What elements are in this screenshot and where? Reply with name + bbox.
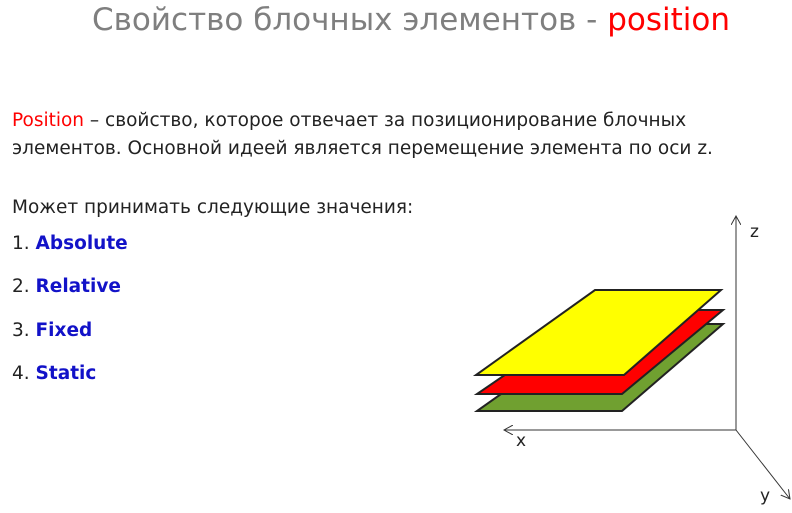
slide-title: Свойство блочных элементов - position [0, 0, 792, 40]
z-axis-label: z [750, 222, 759, 242]
slide-title-main: Свойство блочных элементов - [92, 2, 608, 38]
y-axis-label: y [760, 486, 770, 506]
slide-title-accent: position [607, 2, 730, 38]
list-item: 3. Fixed [12, 317, 128, 360]
list-item-number: 1. [12, 233, 30, 254]
intro-line2-text: элементов. Основной идеей является перем… [12, 138, 713, 159]
list-item-number: 4. [12, 362, 30, 384]
intro-term: Position [12, 110, 85, 131]
intro-line1-text: – свойство, которое отвечает за позицион… [84, 110, 687, 131]
list-item: 2. Relative [12, 273, 128, 316]
list-item: 4. Static [12, 360, 128, 403]
list-item-value: Relative [35, 276, 121, 298]
list-item-number: 3. [12, 319, 30, 341]
list-item-value: Absolute [35, 233, 128, 254]
top-layer [472, 289, 724, 376]
list-item: 1. Absolute [12, 230, 128, 273]
list-item-value: Static [35, 362, 97, 384]
list-item-value: Fixed [35, 319, 93, 341]
list-item-number: 2. [12, 276, 30, 298]
values-heading: Может принимать следующие значения: [12, 197, 414, 218]
values-list: 1. Absolute 2. Relative 3. Fixed 4. Stat… [12, 230, 128, 403]
x-axis-label: x [516, 431, 526, 451]
y-axis-line [735, 429, 790, 499]
intro-paragraph: Position – свойство, которое отвечает за… [12, 107, 772, 163]
